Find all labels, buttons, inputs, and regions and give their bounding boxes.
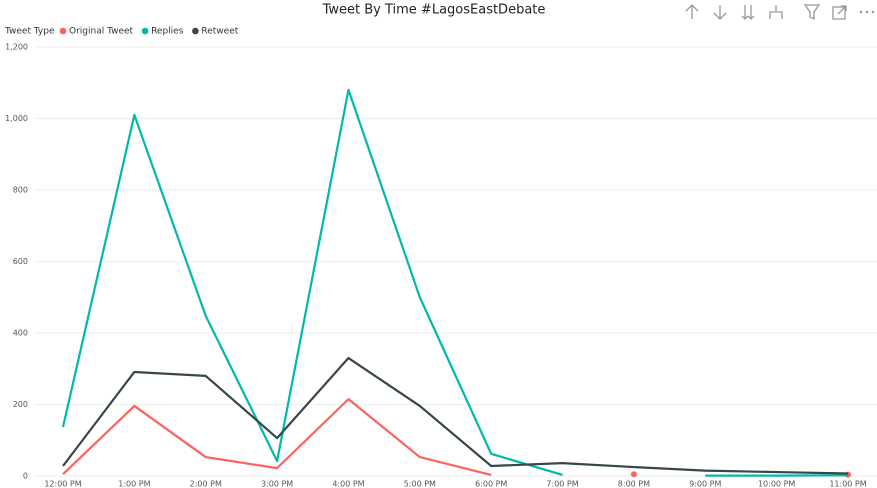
y-tick-label: 1,200 xyxy=(5,43,28,52)
legend-label: Retweet xyxy=(201,27,238,37)
x-tick-label: 8:00 PM xyxy=(618,480,650,488)
legend-label: Replies xyxy=(151,27,184,37)
line xyxy=(62,398,492,476)
filter-icon[interactable] xyxy=(803,4,821,21)
hierarchy-icon[interactable] xyxy=(769,5,783,19)
x-tick-label: 7:00 PM xyxy=(546,480,578,488)
x-tick-label: 3:00 PM xyxy=(261,480,293,488)
line xyxy=(61,88,563,476)
more-icon[interactable] xyxy=(859,10,875,14)
y-tick-label: 400 xyxy=(13,329,28,338)
point xyxy=(630,471,637,478)
legend-marker xyxy=(192,27,199,35)
x-tick-label: 6:00 PM xyxy=(475,480,507,488)
legend-title: Tweet Type xyxy=(4,27,55,37)
drill-down-icon[interactable] xyxy=(713,5,727,20)
legend-marker xyxy=(59,27,67,35)
x-tick-label: 9:00 PM xyxy=(689,480,721,488)
y-tick-label: 200 xyxy=(13,400,28,409)
legend-marker xyxy=(141,27,149,35)
y-tick-label: 800 xyxy=(13,186,28,195)
toolbar[interactable] xyxy=(685,4,875,21)
line xyxy=(62,356,849,475)
x-tick-label: 2:00 PM xyxy=(190,480,222,488)
legend-label: Original Tweet xyxy=(69,27,134,37)
x-tick-label: 5:00 PM xyxy=(404,480,436,488)
y-tick-label: 1,000 xyxy=(5,114,28,123)
x-tick-label: 11:00 PM xyxy=(829,480,866,488)
x-tick-label: 10:00 PM xyxy=(758,480,795,488)
drill-up-icon[interactable] xyxy=(685,4,699,19)
x-tick-label: 1:00 PM xyxy=(118,480,150,488)
focus-icon[interactable] xyxy=(832,5,847,20)
y-tick-label: 0 xyxy=(23,472,28,481)
y-tick-label: 600 xyxy=(13,257,28,266)
x-tick-label: 12:00 PM xyxy=(44,480,81,488)
chart-title: Tweet By Time #LagosEastDebate xyxy=(322,3,546,18)
x-tick-label: 4:00 PM xyxy=(332,480,364,488)
expand-icon[interactable] xyxy=(741,5,755,20)
